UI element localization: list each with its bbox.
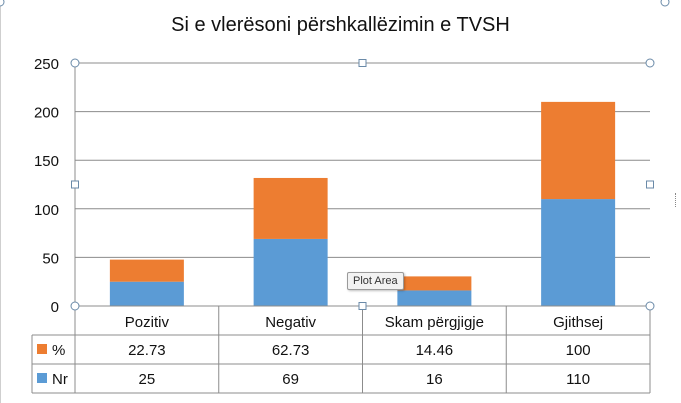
category-label: Skam përgjigje xyxy=(385,314,484,331)
table-cell: 22.73 xyxy=(128,342,166,359)
table-cell: 110 xyxy=(566,371,590,388)
bar-Nr-4 xyxy=(541,199,616,306)
y-tick-label: 150 xyxy=(34,153,59,170)
selection-handle xyxy=(358,302,367,310)
category-label: Gjithsej xyxy=(553,314,603,331)
y-tick-label: 0 xyxy=(51,299,59,316)
bar-Nr-3 xyxy=(397,290,472,306)
table-cell: 14.46 xyxy=(416,342,454,359)
bar-Nr-1 xyxy=(109,281,184,306)
legend-key xyxy=(37,373,47,383)
bar-pct-4 xyxy=(541,101,616,200)
y-tick-label: 100 xyxy=(34,202,59,219)
category-label: Negativ xyxy=(265,314,316,331)
plot-area-tooltip: Plot Area xyxy=(347,272,404,290)
y-tick-label: 200 xyxy=(34,105,59,122)
selection-handle xyxy=(645,58,655,68)
selection-handle xyxy=(70,58,80,68)
bar-pct-3 xyxy=(397,276,472,291)
resize-grip[interactable] xyxy=(675,193,678,207)
legend-key xyxy=(37,344,47,354)
selection-handle xyxy=(358,59,367,67)
selection-handle xyxy=(660,0,670,7)
table-cell: 62.73 xyxy=(272,342,310,359)
bar-pct-2 xyxy=(253,177,328,239)
table-cell: 16 xyxy=(426,371,443,388)
selection-handle xyxy=(71,180,79,189)
selection-handle xyxy=(0,0,5,7)
table-cell: 25 xyxy=(139,371,156,388)
table-cell: 69 xyxy=(282,371,299,388)
selection-handle xyxy=(646,180,654,189)
series-label: Nr xyxy=(52,371,68,388)
bar-Nr-2 xyxy=(253,238,328,306)
series-label: % xyxy=(52,342,65,359)
y-tick-label: 50 xyxy=(42,250,59,267)
selection-handle xyxy=(645,301,655,311)
selection-handle xyxy=(70,301,80,311)
y-tick-label: 250 xyxy=(34,56,59,73)
table-cell: 100 xyxy=(566,342,591,359)
chart-title: Si e vlerësoni përshkallëzimin e TVSH xyxy=(171,14,510,36)
category-label: Pozitiv xyxy=(125,314,170,331)
bar-pct-1 xyxy=(109,259,184,282)
window-edge xyxy=(669,0,681,403)
